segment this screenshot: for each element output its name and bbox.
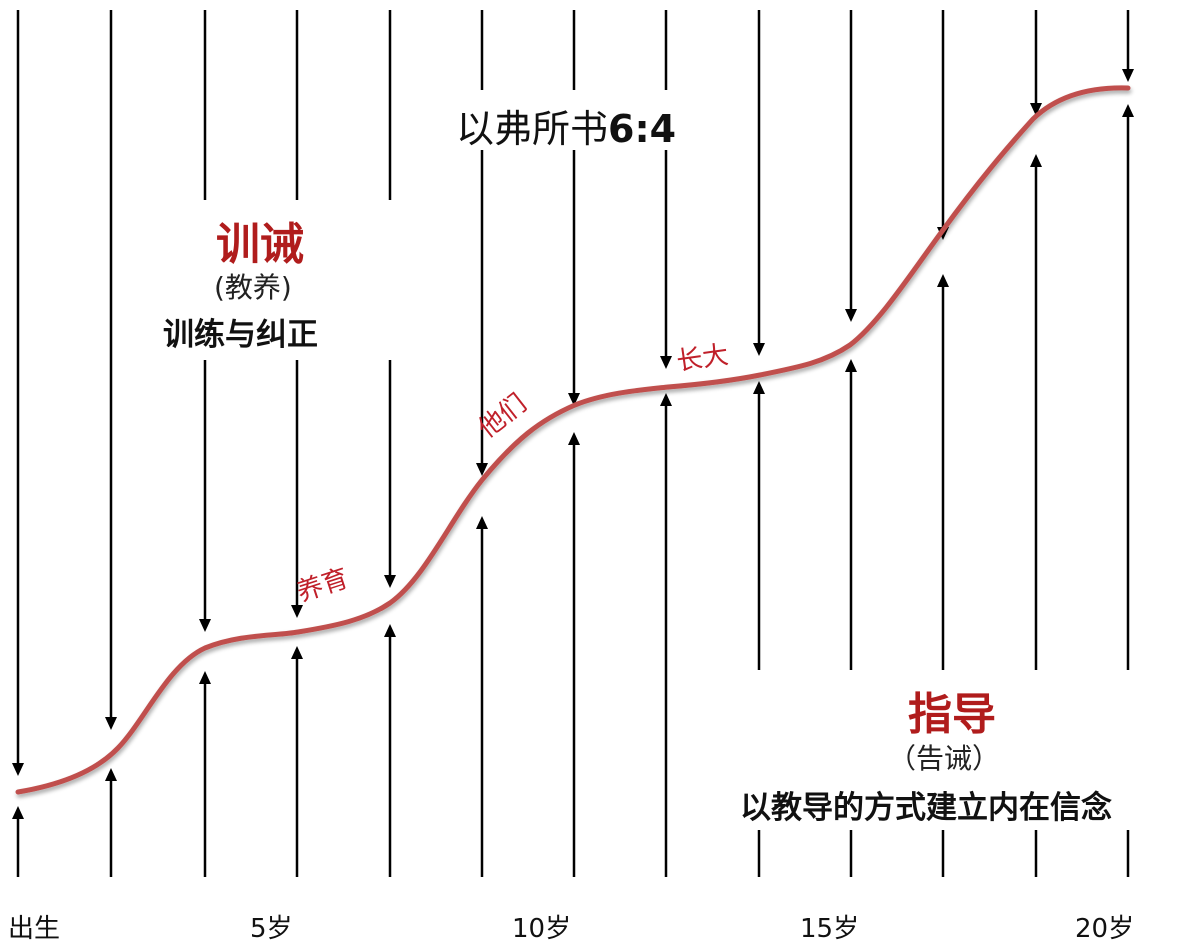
arrowhead-down-6 xyxy=(568,393,580,406)
arrowhead-down-5 xyxy=(476,463,488,476)
arrowhead-up-3 xyxy=(291,646,303,659)
age-label-20: 20岁 xyxy=(1075,914,1135,944)
arrowhead-up-4 xyxy=(384,624,396,637)
arrowhead-up-6 xyxy=(568,432,580,445)
arrowhead-down-0 xyxy=(12,763,24,776)
arrowhead-up-7 xyxy=(660,393,672,406)
arrowhead-up-11 xyxy=(1030,154,1042,167)
arrowhead-up-5 xyxy=(476,516,488,529)
age-label-10: 10岁 xyxy=(512,914,572,944)
arrowhead-up-1 xyxy=(105,768,117,781)
right-title: 指导 xyxy=(908,689,996,740)
arrowhead-down-8 xyxy=(753,343,765,356)
arrowhead-down-11 xyxy=(1030,103,1042,116)
arrowhead-down-7 xyxy=(660,356,672,369)
arrowhead-down-3 xyxy=(291,605,303,618)
arrowhead-down-4 xyxy=(384,575,396,588)
age-label-birth: 出生 xyxy=(8,914,61,944)
arrowhead-up-12 xyxy=(1122,104,1134,117)
age-label-15: 15岁 xyxy=(800,914,860,944)
right-description: 以教导的方式建立内在信念 xyxy=(740,790,1112,826)
left-description: 训练与纠正 xyxy=(163,317,318,353)
verse-chapter: 6:4 xyxy=(608,107,677,151)
arrowhead-up-10 xyxy=(937,274,949,287)
arrows-group xyxy=(12,10,1134,877)
verse-reference: 以弗所书6:4 xyxy=(456,98,676,153)
arrowhead-down-2 xyxy=(199,619,211,632)
growth-curve xyxy=(15,85,1131,795)
arrowhead-down-1 xyxy=(105,717,117,730)
arrowhead-down-12 xyxy=(1122,69,1134,82)
left-title: 训诫 xyxy=(216,219,304,270)
verse-book: 以弗所书 xyxy=(456,107,609,151)
left-subtitle: (教养) xyxy=(214,271,292,304)
right-subtitle: （告诫） xyxy=(888,742,1001,775)
arrowhead-up-9 xyxy=(845,359,857,372)
arrowhead-up-2 xyxy=(199,671,211,684)
curve-label-grow-up: 长大 xyxy=(674,340,731,378)
age-label-5: 5岁 xyxy=(250,914,293,944)
arrowhead-up-8 xyxy=(753,381,765,394)
arrowhead-down-9 xyxy=(845,309,857,322)
arrowhead-up-0 xyxy=(12,806,24,819)
